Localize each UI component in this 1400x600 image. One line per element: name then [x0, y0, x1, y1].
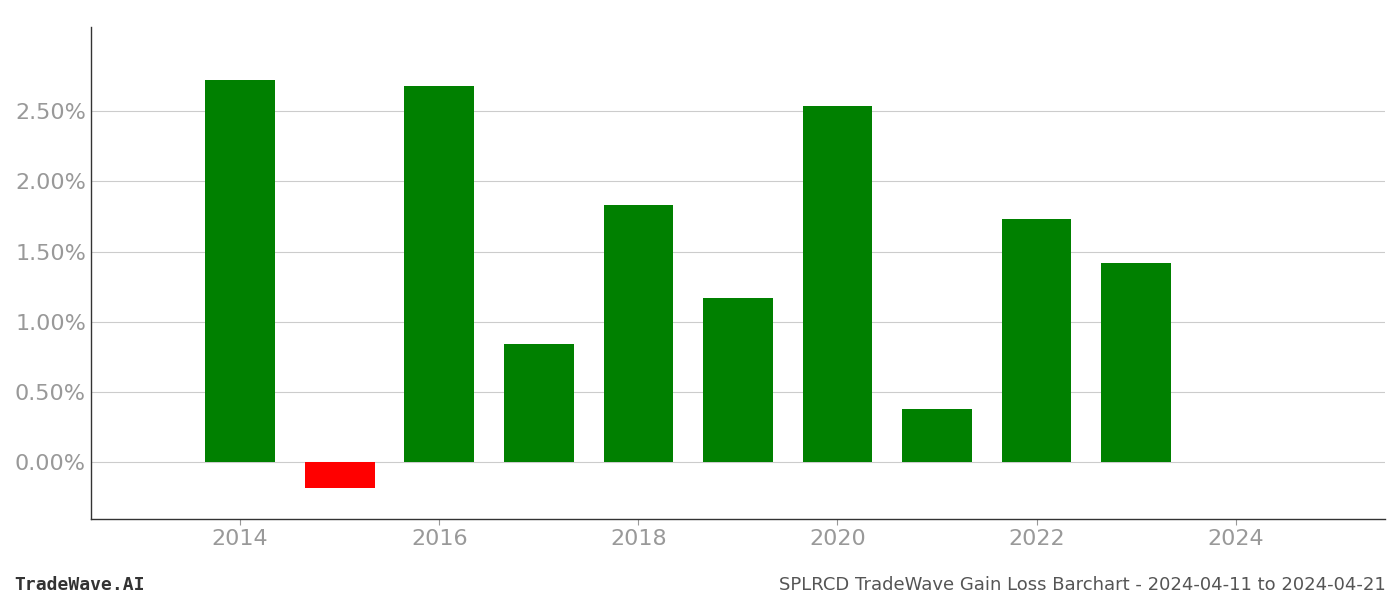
Bar — [1102, 263, 1170, 463]
Bar — [802, 106, 872, 463]
Bar — [902, 409, 972, 463]
Bar — [206, 80, 274, 463]
Bar — [504, 344, 574, 463]
Text: TradeWave.AI: TradeWave.AI — [14, 576, 144, 594]
Bar — [603, 205, 673, 463]
Bar — [305, 463, 375, 488]
Bar — [703, 298, 773, 463]
Text: SPLRCD TradeWave Gain Loss Barchart - 2024-04-11 to 2024-04-21: SPLRCD TradeWave Gain Loss Barchart - 20… — [780, 576, 1386, 594]
Bar — [405, 86, 475, 463]
Bar — [1002, 220, 1071, 463]
